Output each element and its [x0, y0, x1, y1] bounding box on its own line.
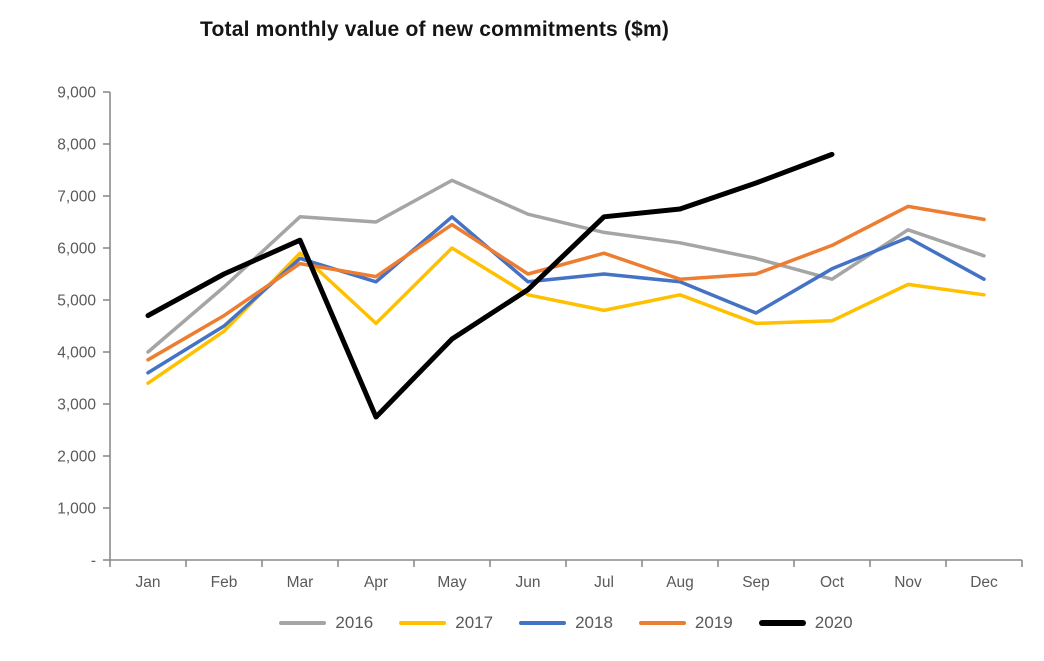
- legend-swatch-2019: [638, 620, 686, 626]
- legend-item-2020: 2020: [758, 613, 853, 633]
- y-axis-tick-label: 7,000: [57, 189, 96, 206]
- x-axis-month-label: Sep: [742, 574, 770, 591]
- x-axis-month-label: Feb: [211, 574, 238, 591]
- series-line-2018: [146, 215, 986, 375]
- legend-label-2020: 2020: [814, 613, 853, 632]
- x-axis-month-label: Nov: [894, 574, 922, 591]
- x-axis-month-label: Aug: [666, 574, 694, 591]
- legend-label-2016: 2016: [335, 613, 374, 632]
- legend-label-2018: 2018: [575, 613, 613, 632]
- y-axis-tick-label: 4,000: [57, 345, 96, 362]
- legend-swatch-2020: [758, 620, 806, 626]
- y-axis-tick-label: 9,000: [57, 85, 96, 102]
- x-axis-month-label: Jan: [136, 574, 161, 591]
- y-axis-tick-label: 5,000: [57, 293, 96, 310]
- chart-legend: 2016 2017 2018 2019 2020: [110, 613, 1022, 633]
- x-axis-month-label: Jun: [516, 574, 541, 591]
- x-axis-month-label: Mar: [287, 574, 314, 591]
- x-axis-month-label: Apr: [364, 574, 388, 591]
- series-line-2020: [145, 151, 835, 420]
- x-axis-month-label: Dec: [970, 574, 998, 591]
- y-axis-tick-label: 6,000: [57, 241, 96, 258]
- y-axis-tick-label: 3,000: [57, 397, 96, 414]
- legend-label-2019: 2019: [694, 613, 733, 632]
- y-axis-tick-label: 1,000: [57, 501, 96, 518]
- legend-item-2017: 2017: [399, 613, 493, 633]
- series-line-2016: [146, 178, 986, 354]
- legend-swatch-2016: [279, 620, 327, 626]
- legend-item-2018: 2018: [519, 613, 613, 633]
- legend-swatch-2017: [399, 620, 447, 626]
- x-axis-month-label: Jul: [594, 574, 614, 591]
- y-axis-tick-label: -: [91, 553, 96, 570]
- y-axis-tick-label: 2,000: [57, 449, 96, 466]
- legend-item-2016: 2016: [279, 613, 373, 633]
- y-axis-tick-label: 8,000: [57, 137, 96, 154]
- series-line-2019: [146, 204, 986, 362]
- legend-item-2019: 2019: [638, 613, 733, 633]
- x-axis-month-label: May: [437, 574, 467, 591]
- series-line-2017: [146, 246, 986, 385]
- legend-label-2017: 2017: [455, 613, 494, 632]
- chart-title: Total monthly value of new commitments (…: [200, 18, 670, 41]
- legend-swatch-2018: [519, 620, 567, 626]
- x-axis-month-label: Oct: [820, 574, 845, 591]
